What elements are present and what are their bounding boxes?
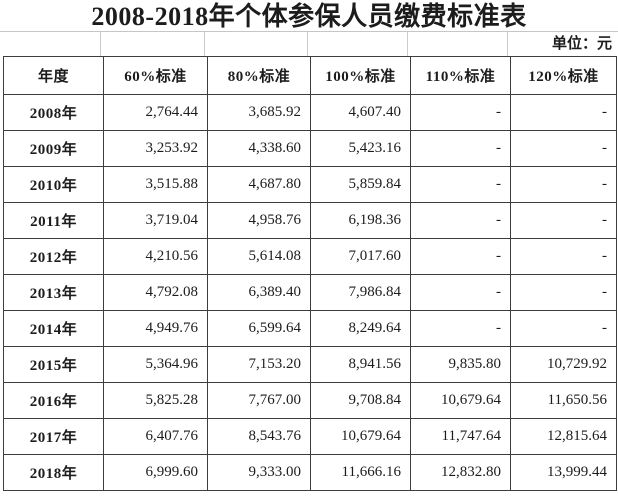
table-row: 2018年 6,999.60 9,333.00 11,666.16 12,832… — [3, 454, 617, 491]
year-cell: 2012年 — [3, 238, 104, 275]
value-cell: 7,767.00 — [207, 382, 311, 419]
value-cell: - — [410, 202, 511, 239]
value-cell: 12,815.64 — [510, 418, 617, 455]
year-cell: 2018年 — [3, 454, 104, 491]
column-header-110pct: 110%标准 — [410, 56, 511, 95]
value-cell: 2,764.44 — [103, 94, 208, 131]
table-row: 2014年 4,949.76 6,599.64 8,249.64 - - — [3, 310, 617, 347]
value-cell: 8,249.64 — [310, 310, 411, 347]
value-cell: 5,423.16 — [310, 130, 411, 167]
table-row: 2010年 3,515.88 4,687.80 5,859.84 - - — [3, 166, 617, 203]
value-cell: 6,198.36 — [310, 202, 411, 239]
year-cell: 2011年 — [3, 202, 104, 239]
value-cell: 7,986.84 — [310, 274, 411, 311]
year-cell: 2013年 — [3, 274, 104, 311]
value-cell: 6,407.76 — [103, 418, 208, 455]
table-row: 2016年 5,825.28 7,767.00 9,708.84 10,679.… — [3, 382, 617, 419]
table-row: 2013年 4,792.08 6,389.40 7,986.84 - - — [3, 274, 617, 311]
unit-row: 单位：元 — [0, 31, 618, 56]
table-row: 2012年 4,210.56 5,614.08 7,017.60 - - — [3, 238, 617, 275]
column-header-80pct: 80%标准 — [207, 56, 311, 95]
value-cell: 5,614.08 — [207, 238, 311, 275]
value-cell: - — [410, 130, 511, 167]
value-cell: 4,949.76 — [103, 310, 208, 347]
value-cell: - — [510, 94, 617, 131]
payment-standards-table: 年度 60%标准 80%标准 100%标准 110%标准 120%标准 2008… — [3, 56, 617, 491]
value-cell: 12,832.80 — [410, 454, 511, 491]
value-cell: 4,607.40 — [310, 94, 411, 131]
year-cell: 2009年 — [3, 130, 104, 167]
value-cell: 10,729.92 — [510, 346, 617, 383]
table-row: 2008年 2,764.44 3,685.92 4,607.40 - - — [3, 94, 617, 131]
column-divider — [100, 32, 101, 56]
value-cell: 6,599.64 — [207, 310, 311, 347]
value-cell: 4,792.08 — [103, 274, 208, 311]
value-cell: - — [510, 130, 617, 167]
column-divider — [204, 32, 205, 56]
year-cell: 2014年 — [3, 310, 104, 347]
value-cell: 3,253.92 — [103, 130, 208, 167]
value-cell: 9,708.84 — [310, 382, 411, 419]
value-cell: 8,543.76 — [207, 418, 311, 455]
table-header: 年度 60%标准 80%标准 100%标准 110%标准 120%标准 — [3, 56, 617, 95]
value-cell: 3,719.04 — [103, 202, 208, 239]
value-cell: 6,389.40 — [207, 274, 311, 311]
value-cell: - — [410, 310, 511, 347]
table-row: 2009年 3,253.92 4,338.60 5,423.16 - - — [3, 130, 617, 167]
year-cell: 2010年 — [3, 166, 104, 203]
value-cell: 3,515.88 — [103, 166, 208, 203]
value-cell: 11,666.16 — [310, 454, 411, 491]
year-cell: 2008年 — [3, 94, 104, 131]
value-cell: 11,650.56 — [510, 382, 617, 419]
value-cell: - — [410, 94, 511, 131]
value-cell: 11,747.64 — [410, 418, 511, 455]
value-cell: - — [410, 274, 511, 311]
value-cell: - — [510, 274, 617, 311]
value-cell: 5,364.96 — [103, 346, 208, 383]
column-header-year: 年度 — [3, 56, 104, 95]
column-header-100pct: 100%标准 — [310, 56, 411, 95]
value-cell: - — [510, 238, 617, 275]
value-cell: - — [410, 238, 511, 275]
header-row: 年度 60%标准 80%标准 100%标准 110%标准 120%标准 — [3, 56, 617, 95]
table-row: 2017年 6,407.76 8,543.76 10,679.64 11,747… — [3, 418, 617, 455]
column-divider — [507, 32, 508, 56]
value-cell: 4,958.76 — [207, 202, 311, 239]
value-cell: - — [510, 166, 617, 203]
value-cell: 6,999.60 — [103, 454, 208, 491]
value-cell: - — [510, 310, 617, 347]
value-cell: 4,338.60 — [207, 130, 311, 167]
column-divider — [307, 32, 308, 56]
value-cell: 5,825.28 — [103, 382, 208, 419]
page-title: 2008-2018年个体参保人员缴费标准表 — [91, 2, 527, 31]
value-cell: 4,210.56 — [103, 238, 208, 275]
value-cell: 3,685.92 — [207, 94, 311, 131]
year-cell: 2017年 — [3, 418, 104, 455]
column-divider — [407, 32, 408, 56]
year-cell: 2016年 — [3, 382, 104, 419]
value-cell: - — [410, 166, 511, 203]
column-header-60pct: 60%标准 — [103, 56, 208, 95]
value-cell: 9,333.00 — [207, 454, 311, 491]
table-body: 2008年 2,764.44 3,685.92 4,607.40 - - 200… — [3, 94, 617, 491]
year-cell: 2015年 — [3, 346, 104, 383]
value-cell: 7,153.20 — [207, 346, 311, 383]
value-cell: 5,859.84 — [310, 166, 411, 203]
value-cell: 4,687.80 — [207, 166, 311, 203]
value-cell: - — [510, 202, 617, 239]
table-row: 2011年 3,719.04 4,958.76 6,198.36 - - — [3, 202, 617, 239]
value-cell: 13,999.44 — [510, 454, 617, 491]
value-cell: 8,941.56 — [310, 346, 411, 383]
unit-label: 单位：元 — [551, 36, 612, 52]
value-cell: 7,017.60 — [310, 238, 411, 275]
value-cell: 10,679.64 — [410, 382, 511, 419]
value-cell: 10,679.64 — [310, 418, 411, 455]
column-header-120pct: 120%标准 — [510, 56, 617, 95]
value-cell: 9,835.80 — [410, 346, 511, 383]
table-row: 2015年 5,364.96 7,153.20 8,941.56 9,835.8… — [3, 346, 617, 383]
